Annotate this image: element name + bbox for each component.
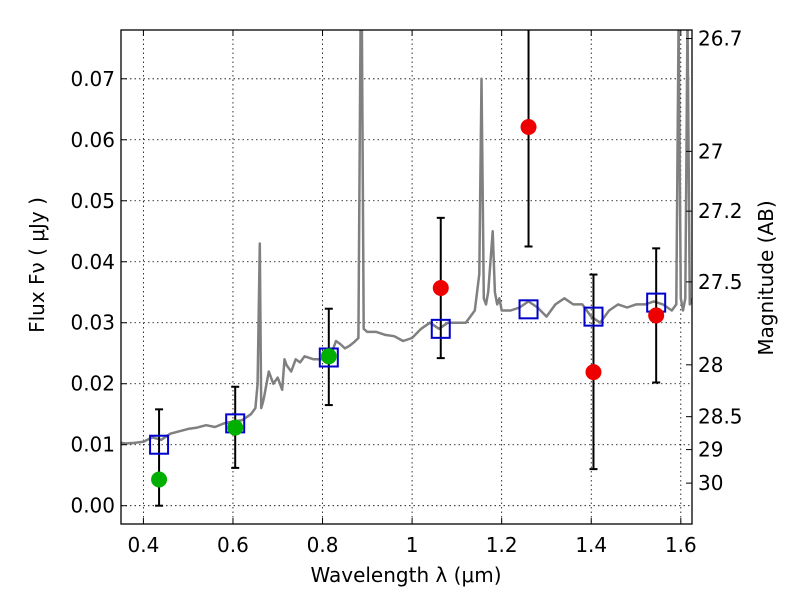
observed-point <box>585 364 602 381</box>
y-tick-label: 0.03 <box>70 311 115 335</box>
observed-point <box>432 279 449 296</box>
x-axis: 0.4 0.6 0.8 1 1.2 1.4 1.6 <box>127 30 697 557</box>
observed-point <box>227 419 244 436</box>
observed-point <box>320 348 337 365</box>
x-tick-label: 1.4 <box>575 533 607 557</box>
y2-tick-label: 26.7 <box>698 27 743 51</box>
model-square-point <box>518 299 539 320</box>
plot-background <box>121 30 692 524</box>
y-tick-label: 0.07 <box>70 67 115 91</box>
y-tick-label: 0.02 <box>70 372 115 396</box>
y-tick-label: 0.00 <box>70 494 115 518</box>
observed-point <box>520 118 537 135</box>
grid <box>121 30 692 524</box>
model-square-point <box>430 318 451 339</box>
plot-layer <box>121 30 692 507</box>
y-axis: 0.00 0.01 0.02 0.03 0.04 0.05 0.06 0.07 <box>70 67 127 518</box>
y2-axis-label: Magnitude (AB) <box>754 200 778 355</box>
x-tick-label: 0.8 <box>307 533 339 557</box>
model-square-point <box>149 434 170 455</box>
y-tick-label: 0.01 <box>70 433 115 457</box>
observed-circles <box>151 118 665 488</box>
x-tick-label: 0.6 <box>217 533 249 557</box>
x-axis-label: Wavelength λ (μm) <box>310 563 501 587</box>
y2-tick-label: 27 <box>698 139 723 163</box>
x-tick-label: 1.2 <box>486 533 518 557</box>
observed-point <box>151 471 168 488</box>
y-tick-label: 0.06 <box>70 128 115 152</box>
y2-axis: 26.7 27 27.2 27.5 28 28.5 29 30 <box>686 27 743 495</box>
plot-frame <box>120 29 693 525</box>
observed-point <box>648 307 665 324</box>
y-tick-label: 0.05 <box>70 189 115 213</box>
y2-tick-label: 28 <box>698 353 723 377</box>
x-tick-label: 0.4 <box>127 533 159 557</box>
y2-tick-label: 27.5 <box>698 270 743 294</box>
model-square-point <box>583 306 604 327</box>
x-tick-label: 1.6 <box>665 533 697 557</box>
y2-tick-label: 28.5 <box>698 405 743 429</box>
y2-tick-label: 30 <box>698 471 723 495</box>
y2-tick-label: 29 <box>698 438 723 462</box>
y2-tick-label: 27.2 <box>698 199 743 223</box>
x-tick-label: 1 <box>406 533 419 557</box>
y-tick-label: 0.04 <box>70 250 115 274</box>
y-axis-label: Flux Fν ( μJy ) <box>25 197 49 333</box>
